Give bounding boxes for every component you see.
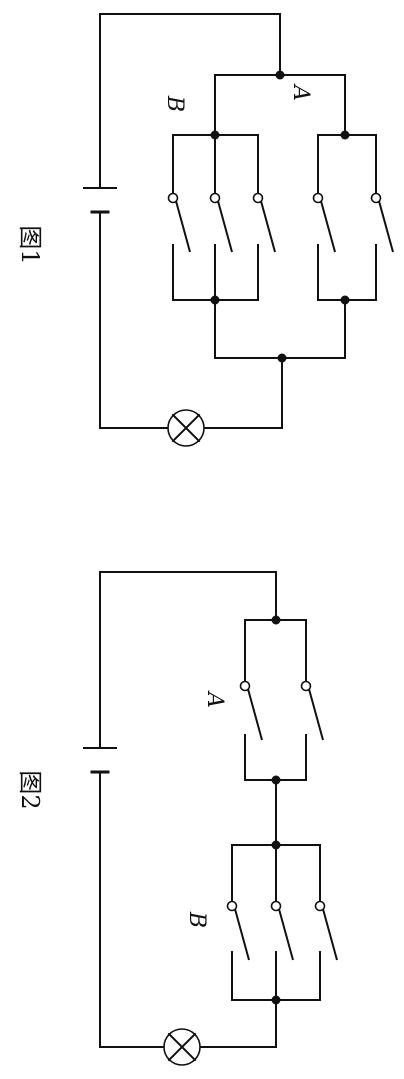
- fig2-switch-b2: [270, 900, 294, 961]
- fig1-battery: [83, 187, 117, 214]
- fig2-label-a: A: [202, 690, 227, 708]
- fig2-switch-b3: [314, 900, 338, 961]
- fig1-switch-b2: [209, 192, 233, 253]
- fig1-label-b: B: [162, 95, 187, 112]
- fig1-switch-b3: [252, 192, 276, 253]
- fig2-label-b: B: [184, 911, 209, 928]
- fig2-junctions: [271, 615, 281, 1005]
- fig1-group-b-bars: [172, 134, 259, 301]
- fig2-battery: [83, 747, 117, 774]
- fig2-group-b-bars: [231, 844, 321, 1001]
- fig1-lamp: [167, 409, 205, 447]
- fig2-switch-a1: [239, 680, 263, 741]
- fig1-group-b-switches: [167, 192, 276, 253]
- fig1-switch-a2: [370, 192, 394, 253]
- fig1-label-a: A: [288, 83, 313, 101]
- fig1-bottom-bus: [214, 299, 346, 359]
- fig2-group-a-bars: [244, 619, 307, 846]
- fig1-caption: 图1: [16, 225, 44, 264]
- fig1-switch-b1: [167, 192, 191, 253]
- figure-1-circuit: A B 图1: [16, 13, 394, 447]
- fig2-lamp: [163, 1028, 201, 1066]
- fig2-group-a-switches: [239, 680, 324, 741]
- fig2-caption: 图2: [16, 770, 44, 809]
- fig2-switch-a2: [300, 680, 324, 741]
- fig2-switch-b1: [226, 900, 250, 961]
- fig1-junctions: [210, 70, 350, 363]
- fig2-group-b-switches: [226, 900, 338, 961]
- fig1-group-a-switches: [312, 192, 394, 253]
- fig1-top-bus: [214, 74, 346, 136]
- fig1-switch-a1: [312, 192, 336, 253]
- fig1-group-a-bars: [317, 134, 377, 301]
- figure-2-circuit: A B 图2: [16, 571, 338, 1066]
- fig1-outer-wire: [99, 13, 283, 429]
- fig2-outer-wire: [99, 571, 277, 1048]
